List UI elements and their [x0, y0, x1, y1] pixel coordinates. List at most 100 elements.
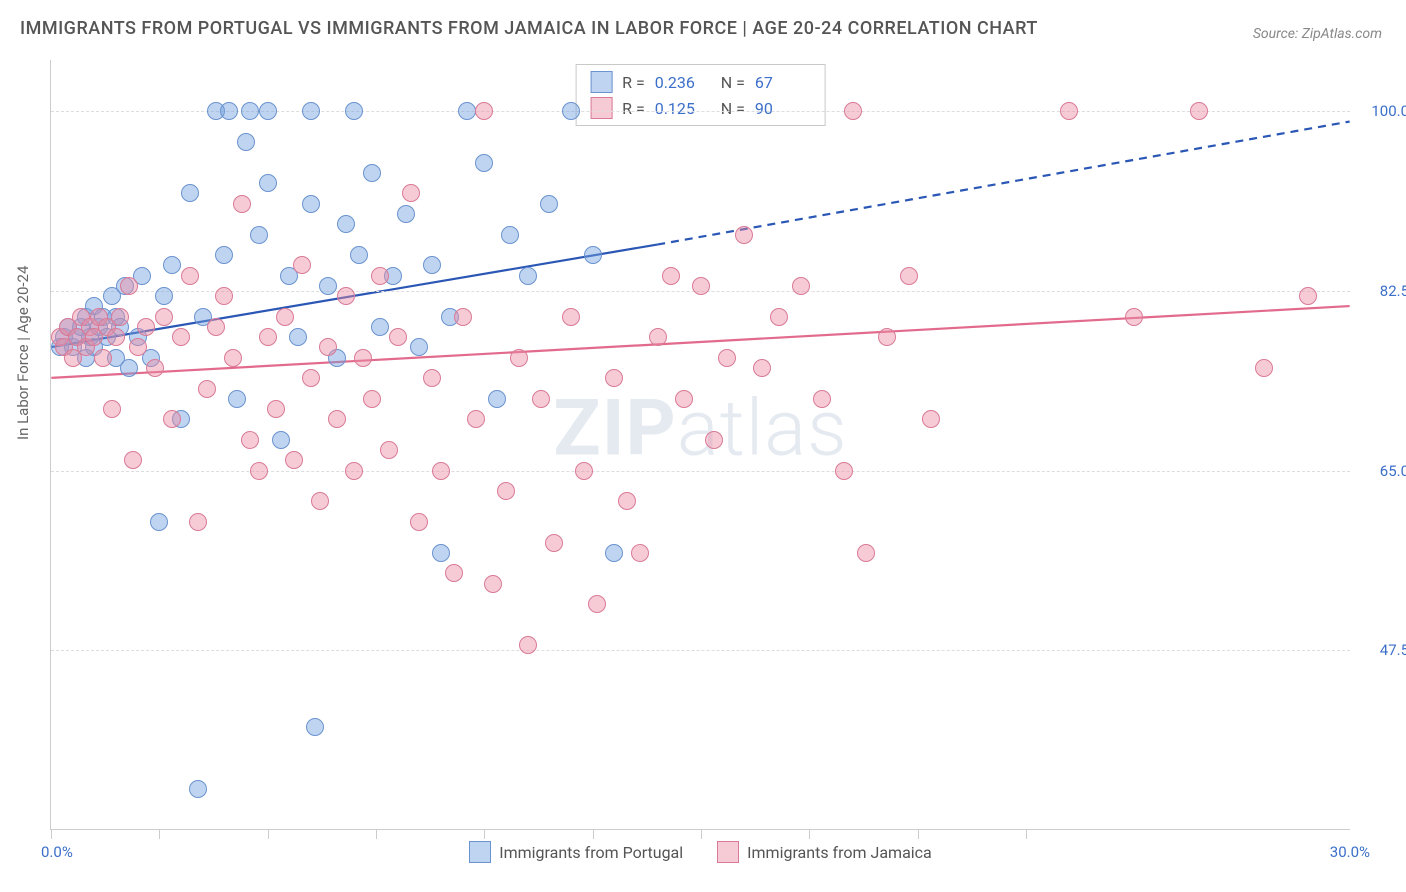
data-point — [878, 328, 896, 346]
data-point — [475, 154, 493, 172]
data-point — [337, 215, 355, 233]
data-point — [272, 431, 290, 449]
r-label: R = — [622, 99, 645, 118]
data-point — [510, 349, 528, 367]
data-point — [241, 431, 259, 449]
data-point — [207, 318, 225, 336]
data-point — [189, 513, 207, 531]
data-point — [285, 451, 303, 469]
data-point — [475, 102, 493, 120]
data-point — [618, 492, 636, 510]
data-point — [146, 359, 164, 377]
y-tick-label: 82.5% — [1360, 282, 1406, 300]
n-value-portugal: 67 — [755, 73, 811, 92]
x-tick — [701, 829, 702, 839]
x-tick — [809, 829, 810, 839]
data-point — [423, 369, 441, 387]
legend-label-jamaica: Immigrants from Jamaica — [747, 843, 932, 862]
data-point — [345, 102, 363, 120]
data-point — [94, 349, 112, 367]
y-axis-label: In Labor Force | Age 20-24 — [14, 266, 32, 440]
data-point — [467, 410, 485, 428]
data-point — [228, 390, 246, 408]
data-point — [350, 246, 368, 264]
data-point — [302, 195, 320, 213]
data-point — [250, 462, 268, 480]
data-point — [1190, 102, 1208, 120]
data-point — [1060, 102, 1078, 120]
data-point — [562, 102, 580, 120]
data-point — [172, 328, 190, 346]
data-point — [562, 308, 580, 326]
data-point — [402, 184, 420, 202]
data-point — [215, 287, 233, 305]
data-point — [410, 338, 428, 356]
data-point — [129, 338, 147, 356]
source-attribution: Source: ZipAtlas.com — [1253, 26, 1382, 42]
swatch-jamaica-icon — [717, 841, 739, 863]
data-point — [259, 102, 277, 120]
data-point — [835, 462, 853, 480]
r-value-portugal: 0.236 — [655, 73, 711, 92]
swatch-portugal-icon — [469, 841, 491, 863]
data-point — [540, 195, 558, 213]
swatch-jamaica — [590, 97, 612, 119]
data-point — [454, 308, 472, 326]
data-point — [423, 256, 441, 274]
scatter-plot-area: ZIPatlas R = 0.236 N = 67 R = 0.125 N = … — [50, 60, 1350, 830]
watermark-text: ZIPatlas — [553, 384, 847, 475]
x-tick — [918, 829, 919, 839]
data-point — [302, 102, 320, 120]
x-tick — [1026, 829, 1027, 839]
data-point — [345, 462, 363, 480]
data-point — [233, 195, 251, 213]
data-point — [497, 482, 515, 500]
data-point — [319, 277, 337, 295]
data-point — [189, 780, 207, 798]
x-tick — [484, 829, 485, 839]
legend-row-portugal: R = 0.236 N = 67 — [590, 71, 811, 93]
watermark-zip: ZIP — [553, 384, 676, 475]
data-point — [198, 380, 216, 398]
data-point — [1299, 287, 1317, 305]
x-tick — [376, 829, 377, 839]
y-tick-label: 100.0% — [1360, 102, 1406, 120]
data-point — [410, 513, 428, 531]
data-point — [163, 410, 181, 428]
data-point — [792, 277, 810, 295]
data-point — [306, 718, 324, 736]
series-legend: Immigrants from Portugal Immigrants from… — [51, 841, 1350, 863]
data-point — [363, 164, 381, 182]
n-label: N = — [721, 73, 745, 92]
data-point — [389, 328, 407, 346]
data-point — [844, 102, 862, 120]
correlation-legend: R = 0.236 N = 67 R = 0.125 N = 90 — [575, 64, 826, 126]
data-point — [588, 595, 606, 613]
data-point — [293, 256, 311, 274]
data-point — [220, 102, 238, 120]
data-point — [380, 441, 398, 459]
data-point — [363, 390, 381, 408]
grid-line-h — [51, 471, 1350, 472]
data-point — [111, 308, 129, 326]
data-point — [259, 328, 277, 346]
data-point — [328, 410, 346, 428]
data-point — [120, 359, 138, 377]
data-point — [302, 369, 320, 387]
x-tick — [268, 829, 269, 839]
r-label: R = — [622, 73, 645, 92]
data-point — [103, 400, 121, 418]
legend-item-jamaica: Immigrants from Jamaica — [717, 841, 932, 863]
data-point — [107, 328, 125, 346]
data-point — [337, 287, 355, 305]
data-point — [120, 277, 138, 295]
data-point — [371, 318, 389, 336]
swatch-portugal — [590, 71, 612, 93]
data-point — [675, 390, 693, 408]
y-tick-label: 65.0% — [1360, 462, 1406, 480]
data-point — [631, 544, 649, 562]
data-point — [163, 256, 181, 274]
data-point — [735, 226, 753, 244]
data-point — [250, 226, 268, 244]
data-point — [311, 492, 329, 510]
